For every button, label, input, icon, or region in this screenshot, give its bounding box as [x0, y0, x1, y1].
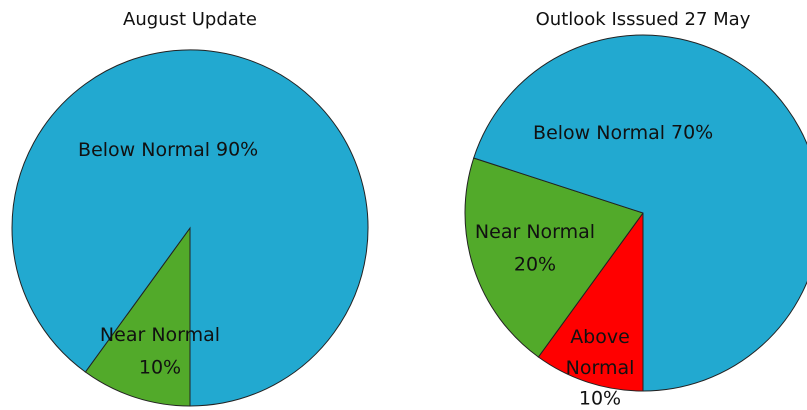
label-line: Near Normal: [100, 324, 220, 346]
label-line: Below Normal: [533, 122, 665, 144]
slice-label: Below Normal: [533, 122, 665, 144]
slice-label: Above Normal: [566, 326, 635, 379]
slice-value: 10%: [579, 388, 621, 410]
label-line: Normal: [566, 357, 635, 379]
slice-value: 90%: [216, 139, 258, 161]
slice-value: 10%: [139, 357, 181, 379]
label-line: Above: [570, 326, 630, 348]
pie-slice: [11, 49, 369, 407]
slice-label: Near Normal: [475, 221, 595, 243]
label-line: Below Normal: [78, 139, 210, 161]
slice-label: Near Normal: [100, 324, 220, 346]
pie-slice: [473, 34, 807, 392]
pie-slice: [84, 226, 191, 407]
chart-title: August Update: [123, 9, 257, 30]
slice-value: 20%: [514, 254, 556, 276]
pie-slice: [537, 211, 644, 392]
pie-slice: [464, 157, 644, 358]
label-line: Near Normal: [475, 221, 595, 243]
chart-title: Outlook Isssued 27 May: [536, 9, 751, 30]
slice-value: 70%: [671, 122, 713, 144]
slice-label: Below Normal: [78, 139, 210, 161]
